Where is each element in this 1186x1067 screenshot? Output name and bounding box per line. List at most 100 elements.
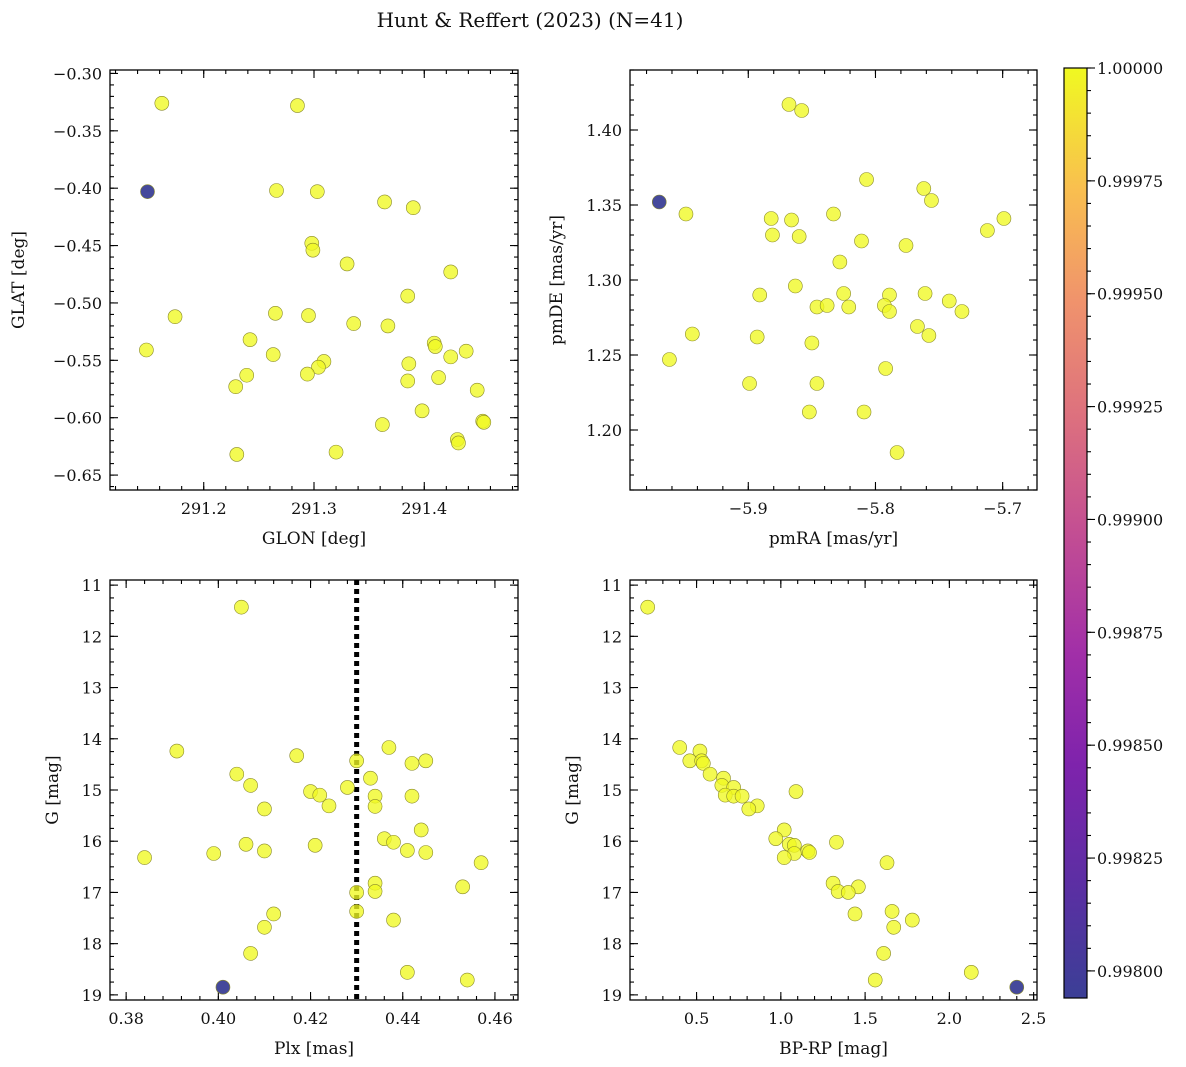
data-point bbox=[867, 972, 883, 988]
data-point bbox=[763, 211, 779, 226]
y-tick-label: 16 bbox=[602, 832, 622, 851]
x-axis-label: BP-RP [mag] bbox=[779, 1039, 888, 1059]
data-point bbox=[443, 264, 459, 280]
x-tick-label: 0.44 bbox=[385, 1009, 421, 1028]
data-point bbox=[917, 286, 933, 301]
data-point bbox=[377, 194, 392, 210]
panel-pmra-pmde: −5.9 −5.8 −5.7 1.20 1.25 1.30 1.35 1.40 pmRA [ma… bbox=[547, 69, 1038, 549]
y-axis-label: GLAT [deg] bbox=[9, 231, 29, 329]
x-tick-label: 0.42 bbox=[293, 1009, 329, 1028]
data-point bbox=[954, 304, 970, 319]
data-point bbox=[791, 229, 807, 244]
colorbar-tick-label: 0.99950 bbox=[1097, 285, 1163, 304]
data-point bbox=[856, 404, 872, 420]
data-point bbox=[269, 183, 284, 198]
data-point bbox=[257, 919, 272, 935]
data-point bbox=[228, 379, 244, 395]
data-point bbox=[802, 845, 817, 860]
data-point bbox=[234, 599, 249, 615]
y-tick-label: 1.25 bbox=[586, 346, 622, 365]
data-point bbox=[840, 885, 856, 900]
data-point bbox=[916, 181, 932, 196]
data-point bbox=[401, 356, 417, 372]
data-point bbox=[832, 254, 848, 270]
data-point bbox=[268, 305, 283, 321]
colorbar-tick-label: 0.99900 bbox=[1097, 510, 1163, 529]
data-point bbox=[229, 766, 245, 782]
data-point bbox=[476, 414, 492, 430]
data-point bbox=[886, 919, 902, 935]
data-point bbox=[826, 206, 841, 222]
y-tick-label: 12 bbox=[82, 627, 102, 646]
data-point bbox=[804, 335, 820, 351]
data-point bbox=[749, 329, 765, 345]
data-point bbox=[678, 206, 694, 222]
x-axis-label: Plx [mas] bbox=[274, 1039, 354, 1059]
data-point bbox=[859, 172, 874, 187]
data-point bbox=[400, 965, 415, 980]
colorbar-tick-label: 0.99850 bbox=[1097, 736, 1163, 755]
data-point bbox=[427, 339, 443, 354]
data-point bbox=[375, 417, 390, 432]
data-point bbox=[418, 753, 434, 769]
colorbar-tick-label: 0.99825 bbox=[1097, 849, 1163, 868]
data-point bbox=[921, 328, 937, 343]
data-point bbox=[363, 770, 378, 786]
minor-ticks bbox=[110, 70, 518, 490]
data-point bbox=[910, 319, 925, 334]
data-point bbox=[702, 766, 718, 782]
y-tick-label: 14 bbox=[602, 730, 622, 749]
data-point bbox=[349, 885, 364, 900]
x-tick-label: −5.7 bbox=[983, 499, 1022, 518]
x-tick-label: −5.8 bbox=[856, 499, 895, 518]
x-tick-label: 291.4 bbox=[401, 499, 447, 518]
y-tick-label: 14 bbox=[82, 730, 102, 749]
y-tick-label: 12 bbox=[602, 627, 622, 646]
colorbar-tick-label: 0.99975 bbox=[1097, 172, 1163, 191]
data-point bbox=[443, 349, 459, 365]
y-tick-label: −0.60 bbox=[53, 409, 102, 428]
data-point bbox=[784, 212, 799, 228]
data-point bbox=[418, 845, 434, 860]
y-tick-label: 11 bbox=[82, 576, 102, 595]
data-point bbox=[431, 370, 446, 385]
y-tick-label: −0.65 bbox=[53, 466, 102, 485]
colorbar: 1.00000 0.99975 0.99950 0.99925 0.99900 0.998… bbox=[1063, 59, 1163, 999]
colorbar-gradient bbox=[1063, 67, 1088, 999]
y-tick-label: 18 bbox=[82, 935, 102, 954]
y-tick-label: 19 bbox=[602, 986, 622, 1005]
colorbar-ticks: 1.00000 0.99975 0.99950 0.99925 0.99900 0.998… bbox=[1087, 59, 1163, 981]
data-point bbox=[400, 373, 416, 389]
x-tick-label: 0.46 bbox=[477, 1009, 513, 1028]
data-point bbox=[310, 184, 325, 199]
data-point bbox=[289, 748, 305, 763]
data-point bbox=[469, 382, 485, 398]
x-tick-label: 2.5 bbox=[1021, 1009, 1046, 1028]
data-point bbox=[980, 223, 995, 238]
data-point bbox=[788, 278, 803, 294]
data-point bbox=[307, 838, 323, 853]
data-point bbox=[878, 361, 893, 376]
data-point bbox=[340, 780, 355, 795]
data-point bbox=[349, 753, 364, 769]
data-point bbox=[924, 193, 939, 208]
data-point bbox=[788, 784, 804, 799]
data-point bbox=[139, 342, 154, 358]
data-point bbox=[312, 787, 328, 803]
data-point bbox=[229, 447, 245, 462]
minor-ticks bbox=[630, 69, 1037, 491]
data-point bbox=[414, 403, 430, 419]
data-point bbox=[140, 184, 155, 199]
data-point bbox=[243, 778, 258, 793]
y-tick-label: −0.55 bbox=[53, 351, 102, 370]
data-point bbox=[904, 912, 920, 928]
scatter-points bbox=[640, 599, 1025, 995]
data-point bbox=[290, 98, 305, 113]
minor-ticks bbox=[630, 580, 1037, 1000]
data-point bbox=[206, 846, 222, 861]
data-point bbox=[809, 376, 825, 391]
data-point bbox=[776, 850, 792, 865]
data-point bbox=[239, 367, 255, 383]
data-point bbox=[734, 788, 750, 804]
data-point bbox=[167, 309, 183, 325]
